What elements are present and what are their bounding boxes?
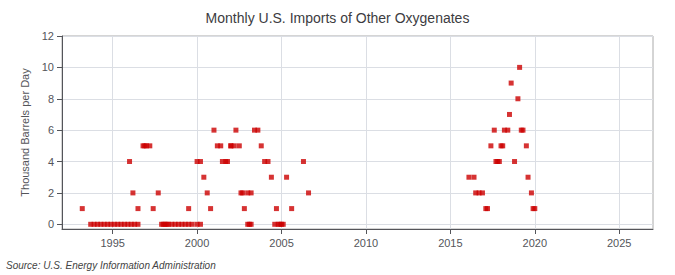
- svg-text:6: 6: [48, 124, 54, 136]
- svg-text:4: 4: [48, 156, 54, 168]
- svg-text:2015: 2015: [438, 237, 462, 249]
- svg-text:Thousand Barrels per Day: Thousand Barrels per Day: [19, 68, 31, 197]
- svg-text:1995: 1995: [100, 237, 124, 249]
- svg-text:2000: 2000: [185, 237, 209, 249]
- svg-text:2010: 2010: [354, 237, 378, 249]
- svg-text:0: 0: [48, 218, 54, 230]
- svg-text:10: 10: [42, 61, 54, 73]
- svg-text:12: 12: [42, 30, 54, 42]
- svg-text:2020: 2020: [523, 237, 547, 249]
- svg-text:2: 2: [48, 187, 54, 199]
- svg-text:Monthly U.S. Imports of Other: Monthly U.S. Imports of Other Oxygenates: [206, 10, 470, 26]
- svg-text:2025: 2025: [607, 237, 631, 249]
- svg-text:2005: 2005: [269, 237, 293, 249]
- svg-text:Source: U.S. Energy Informatio: Source: U.S. Energy Information Administ…: [6, 260, 216, 271]
- svg-text:8: 8: [48, 93, 54, 105]
